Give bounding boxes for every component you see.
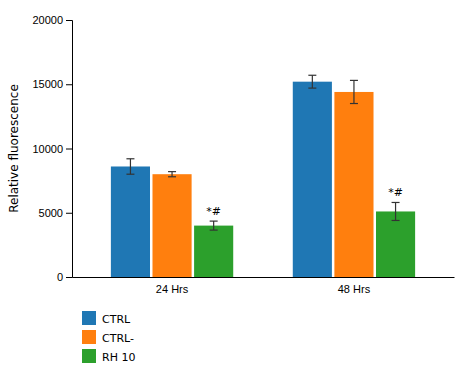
- y-tick: 20000: [32, 14, 72, 26]
- bar: [376, 211, 415, 277]
- y-tick-mark: [66, 20, 72, 21]
- x-tick: 24 Hrs: [156, 283, 189, 295]
- error-bar-stem: [312, 75, 313, 88]
- legend: CTRL CTRL- RH 10: [82, 311, 135, 364]
- chart: 0 5000 10000 15000 20000 24 Hrs 48 Hrs *# *# Rela…: [0, 0, 474, 387]
- y-axis-title: Relative fluorescence: [7, 84, 21, 213]
- series: [152, 92, 373, 277]
- error-bar: [168, 172, 176, 177]
- annotation: *#: [206, 205, 221, 218]
- error-bar-cap: [126, 158, 134, 159]
- legend-label: CTRL-: [102, 332, 134, 345]
- error-bar: [126, 159, 134, 174]
- error-bar-cap: [392, 202, 400, 203]
- y-axis: 0 5000 10000 15000 20000: [32, 14, 72, 283]
- y-tick-mark: [66, 277, 72, 278]
- error-bar-stem: [395, 202, 396, 220]
- y-tick: 5000: [39, 207, 72, 219]
- y-tick: 15000: [32, 78, 72, 90]
- error-bar-stem: [130, 159, 131, 174]
- y-tick: 10000: [32, 143, 72, 155]
- y-tick-mark: [66, 213, 72, 214]
- y-tick-mark: [66, 84, 72, 85]
- y-tick-label: 10000: [32, 143, 63, 155]
- y-tick-label: 15000: [32, 78, 63, 90]
- y-axis-line: [66, 21, 73, 278]
- y-tick-label: 20000: [32, 14, 63, 26]
- error-bar-cap: [308, 75, 316, 76]
- error-bar-cap: [168, 171, 176, 172]
- error-bar-cap: [392, 220, 400, 221]
- legend-label: RH 10: [102, 351, 135, 364]
- error-bar-cap: [350, 103, 358, 104]
- bars: [111, 82, 415, 277]
- y-tick: 0: [57, 271, 72, 283]
- error-bar: [350, 80, 358, 103]
- error-bars: [126, 75, 399, 230]
- plot: 0 5000 10000 15000 20000 24 Hrs 48 Hrs *# *#: [32, 14, 454, 295]
- bar: [334, 92, 373, 277]
- legend-swatch: [82, 349, 96, 363]
- bar: [194, 226, 233, 277]
- error-bar: [308, 75, 316, 88]
- annotation: *#: [388, 186, 403, 199]
- y-tick-label: 0: [57, 271, 63, 283]
- error-bar-cap: [210, 221, 218, 222]
- error-bar-stem: [171, 172, 172, 177]
- legend-item: CTRL-: [82, 330, 134, 345]
- y-tick-label: 5000: [39, 207, 63, 219]
- x-axis: 24 Hrs 48 Hrs: [73, 278, 455, 295]
- legend-label: CTRL: [102, 313, 131, 326]
- legend-swatch: [82, 311, 96, 325]
- error-bar-cap: [350, 80, 358, 81]
- error-bar-cap: [210, 229, 218, 230]
- bar: [293, 82, 332, 277]
- error-bar-cap: [308, 88, 316, 89]
- series: [111, 82, 332, 277]
- error-bar-stem: [353, 80, 354, 103]
- x-tick-label: 24 Hrs: [156, 283, 189, 295]
- error-bar-cap: [126, 174, 134, 175]
- error-bar-stem: [213, 221, 214, 230]
- bar: [111, 166, 150, 277]
- y-tick-mark: [66, 149, 72, 150]
- error-bar: [210, 221, 218, 230]
- x-axis-line: [73, 277, 455, 278]
- legend-item: RH 10: [82, 349, 135, 364]
- error-bar-cap: [168, 176, 176, 177]
- annotations: *# *#: [206, 186, 403, 218]
- legend-swatch: [82, 330, 96, 344]
- x-tick: 48 Hrs: [338, 283, 371, 295]
- series: [194, 211, 415, 277]
- legend-item: CTRL: [82, 311, 131, 326]
- error-bar: [392, 202, 400, 220]
- x-tick-label: 48 Hrs: [338, 283, 371, 295]
- bar: [152, 174, 191, 277]
